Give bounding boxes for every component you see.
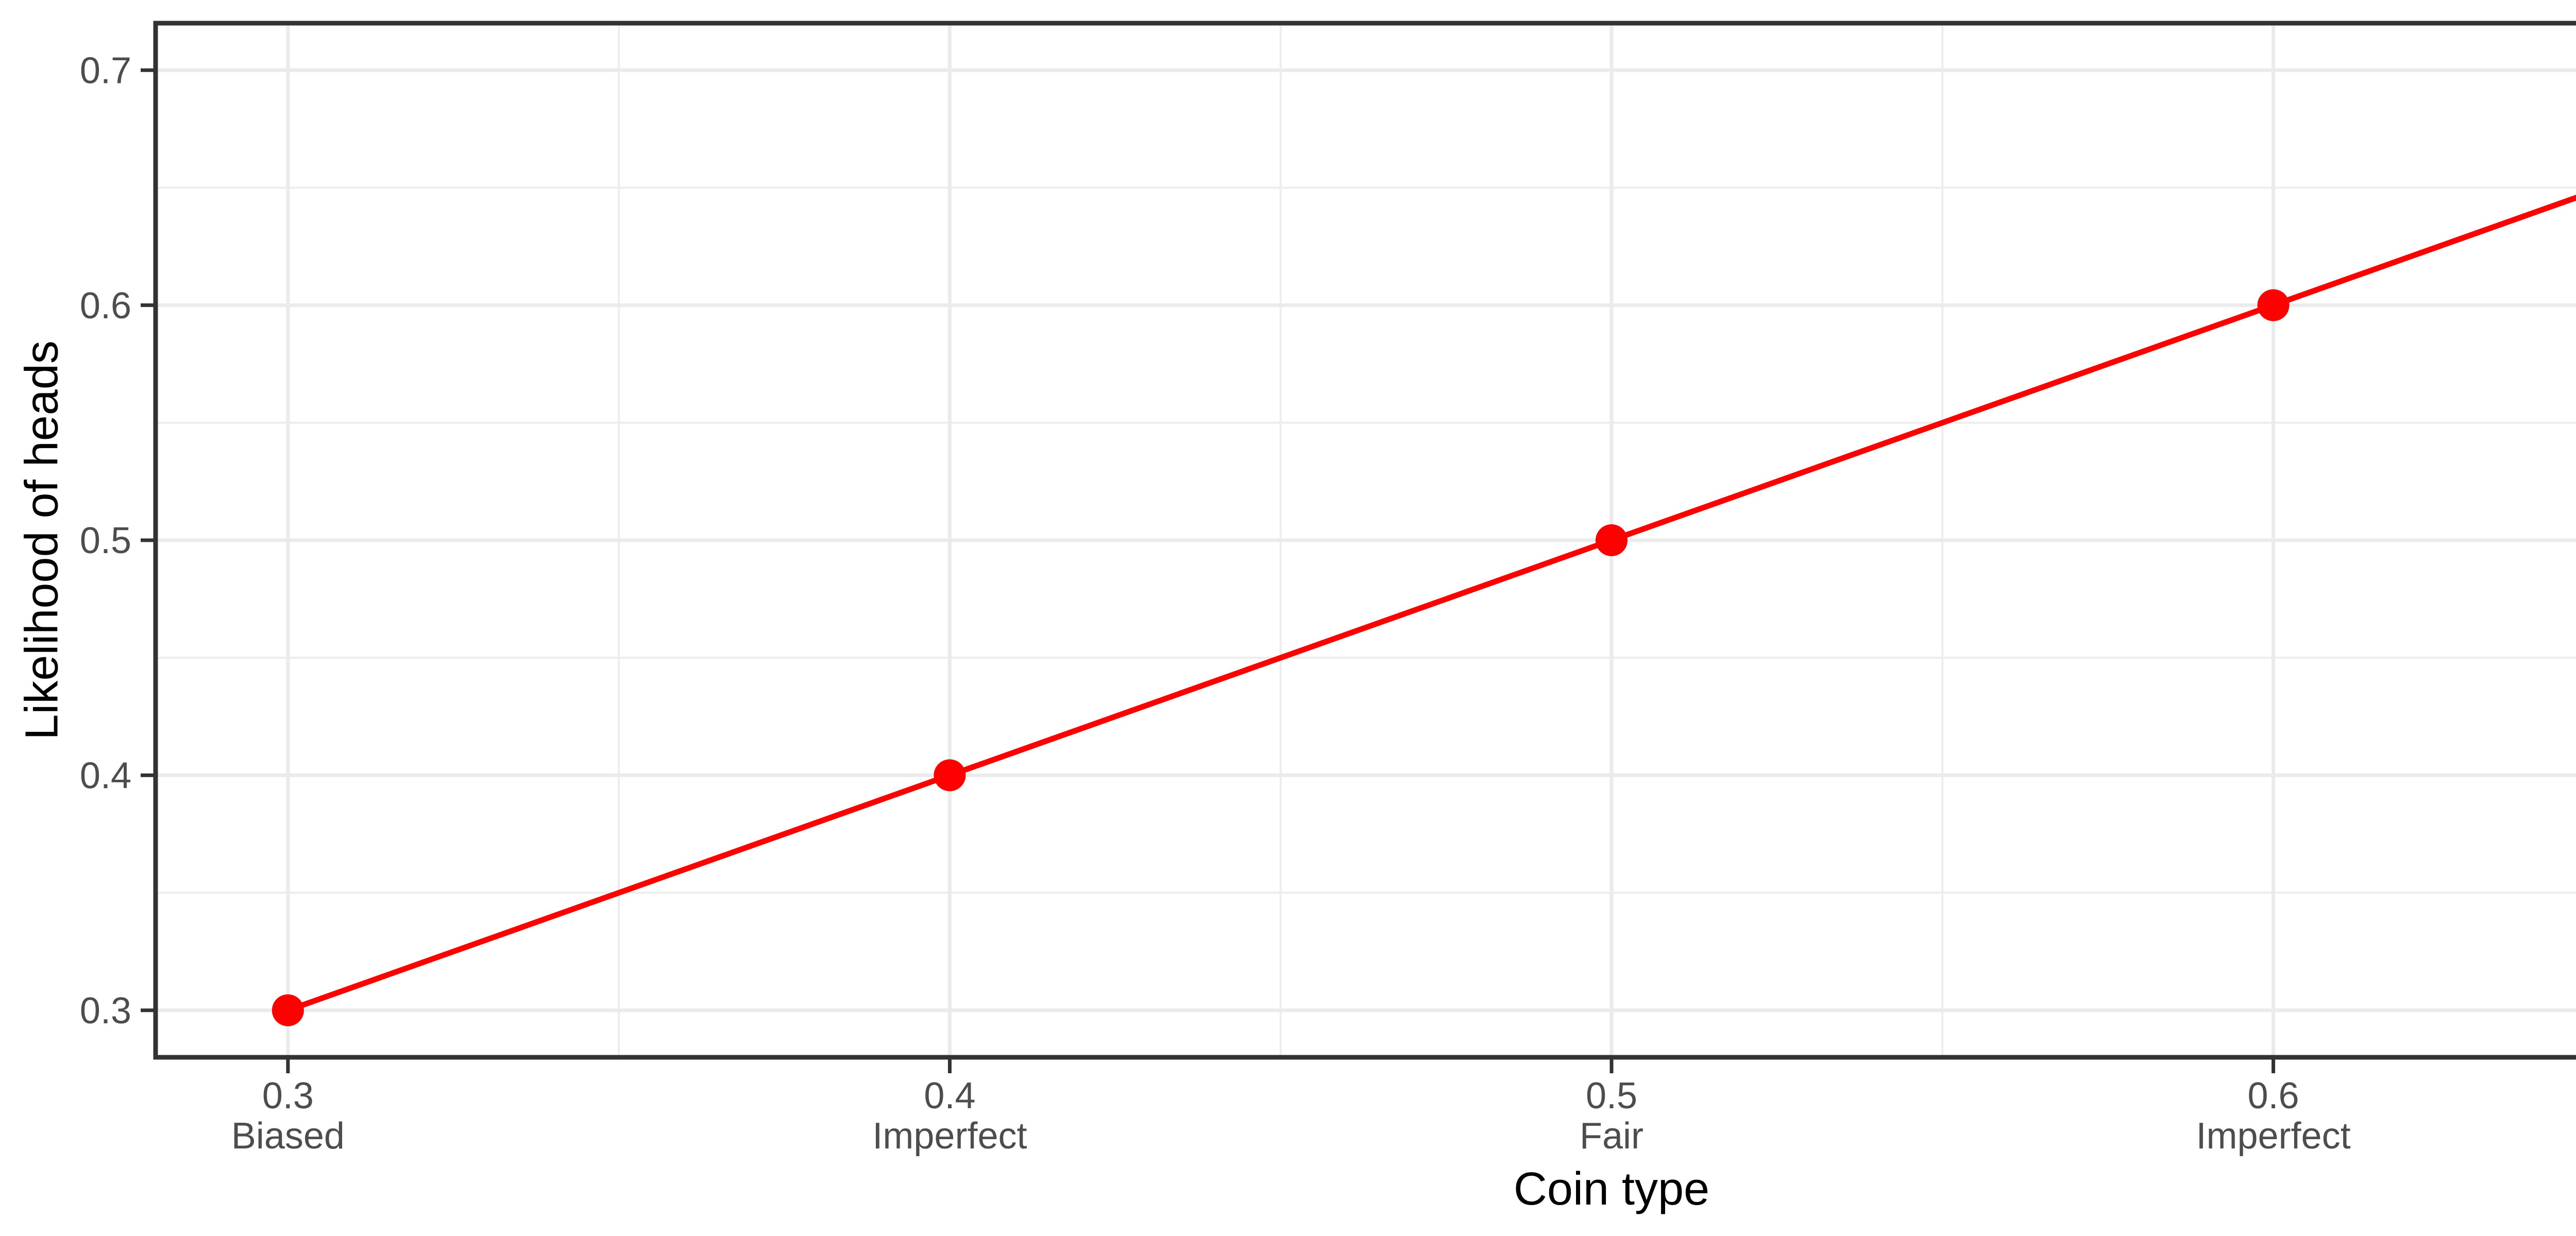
y-axis-title: Likelihood of heads	[16, 340, 68, 740]
x-tick-label: 0.3 Biased	[231, 1075, 345, 1157]
y-axis-tick-labels: 0.3 0.4 0.5 0.6 0.7	[80, 50, 131, 1031]
y-tick-label: 0.3	[80, 990, 131, 1032]
y-tick-label: 0.4	[80, 756, 131, 797]
x-tick-label: 0.6 Imperfect	[2196, 1075, 2350, 1157]
x-axis-title: Coin type	[1514, 1163, 1709, 1215]
data-point	[272, 994, 304, 1026]
x-tick-label: 0.4 Imperfect	[872, 1075, 1027, 1157]
data-series	[272, 195, 2576, 1026]
axis-tick-marks	[141, 68, 2276, 1073]
y-tick-label: 0.5	[80, 520, 131, 561]
data-point	[2257, 289, 2290, 321]
data-point	[934, 759, 966, 792]
x-tick-label: 0.5 Fair	[1580, 1075, 1643, 1157]
data-point	[1596, 524, 1628, 556]
x-axis-tick-labels: 0.3 Biased 0.4 Imperfect 0.5 Fair 0.6 Imperfect…	[231, 1075, 2351, 1157]
y-tick-label: 0.6	[80, 285, 131, 327]
y-tick-label: 0.7	[80, 50, 131, 91]
